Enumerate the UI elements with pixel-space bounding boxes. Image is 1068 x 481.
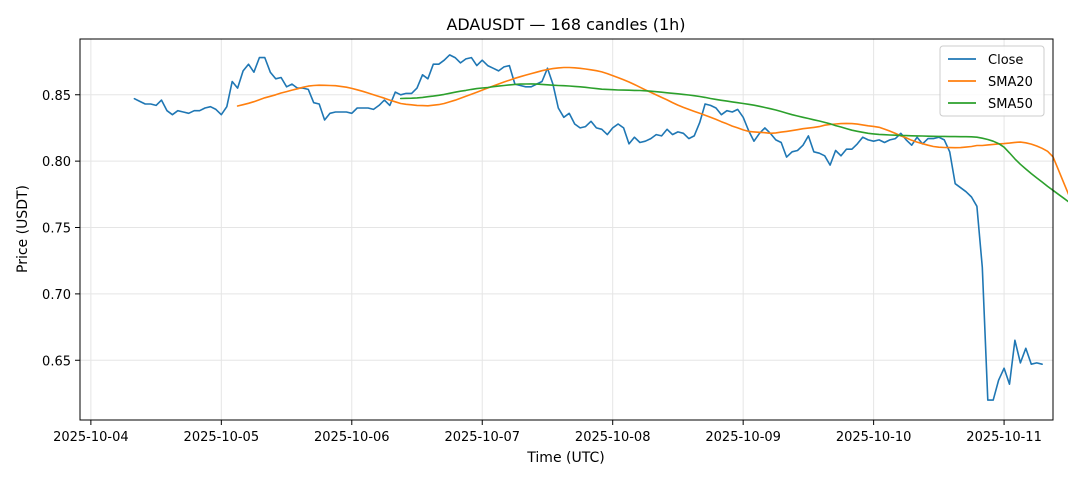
- x-tick-label: 2025-10-08: [575, 430, 651, 445]
- y-tick-label: 0.80: [42, 155, 71, 170]
- legend-label: Close: [988, 53, 1023, 68]
- y-tick-label: 0.85: [42, 89, 71, 104]
- y-ticks: 0.65 0.70 0.75 0.80 0.85: [42, 89, 80, 369]
- legend-label: SMA50: [988, 97, 1033, 112]
- x-tick-label: 2025-10-04: [53, 430, 129, 445]
- x-ticks: 2025-10-04 2025-10-05 2025-10-06 2025-10-07…: [53, 420, 1042, 445]
- legend-label: SMA20: [988, 75, 1033, 90]
- plot-lines: [133, 54, 1068, 401]
- y-axis-title: Price (USDT): [15, 185, 31, 273]
- chart-title: ADAUSDT — 168 candles (1h): [446, 15, 685, 34]
- legend-box: [939, 45, 1045, 117]
- x-tick-label: 2025-10-05: [184, 430, 260, 445]
- legend: Close SMA20 SMA50: [939, 45, 1045, 117]
- y-tick-label: 0.70: [42, 288, 71, 303]
- x-tick-label: 2025-10-07: [444, 430, 520, 445]
- x-tick-label: 2025-10-10: [836, 430, 912, 445]
- plot-frame: [79, 38, 1054, 421]
- x-tick-label: 2025-10-11: [966, 430, 1042, 445]
- x-axis-title: Time (UTC): [526, 450, 604, 466]
- series-line-close: [133, 54, 1043, 401]
- y-tick-label: 0.75: [42, 222, 71, 237]
- x-tick-label: 2025-10-09: [705, 430, 781, 445]
- y-tick-label: 0.65: [42, 354, 71, 369]
- x-tick-label: 2025-10-06: [314, 430, 390, 445]
- series-line-sma20: [236, 66, 1068, 196]
- series-line-sma50: [399, 83, 1068, 203]
